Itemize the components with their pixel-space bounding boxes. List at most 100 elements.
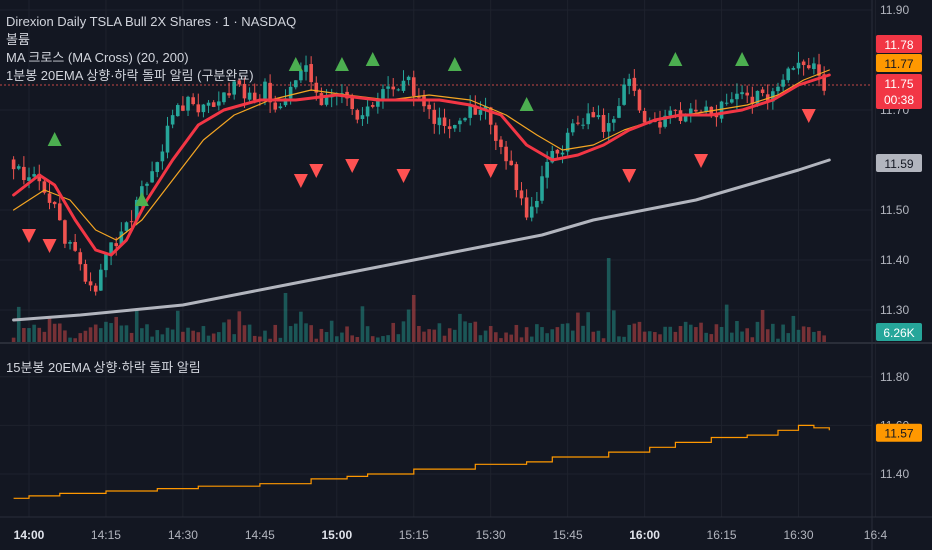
ma200-price-badge	[876, 154, 922, 172]
volume-bar	[309, 325, 313, 343]
candle-body	[760, 89, 765, 93]
candle-body	[447, 126, 452, 129]
alert-15m-legend[interactable]: 15분봉 20EMA 상향·하락 돌파 알림	[6, 360, 201, 375]
candle-body	[293, 80, 298, 88]
volume-bar	[170, 329, 175, 343]
volume-bar	[63, 330, 67, 343]
candle-body	[499, 139, 503, 148]
volume-bar	[647, 331, 652, 343]
volume-bar	[724, 304, 729, 343]
volume-bar	[396, 334, 401, 343]
volume-bar	[524, 327, 529, 343]
volume-bar	[93, 324, 98, 343]
candle-body	[637, 89, 642, 111]
candle-body	[452, 125, 457, 129]
candle-body	[27, 177, 31, 181]
candle-body	[663, 115, 667, 127]
volume-bar	[252, 335, 257, 343]
candle-body	[232, 81, 236, 95]
candle-body	[309, 64, 313, 83]
volume-bar	[540, 327, 544, 343]
last-price-badge-countdown: 00:38	[884, 93, 914, 107]
ma-cross-legend[interactable]: MA 크로스 (MA Cross) (20, 200)	[6, 50, 189, 65]
candle-body	[365, 106, 370, 117]
volume-bar	[186, 327, 190, 343]
volume-bar	[232, 334, 236, 343]
sub-pane-15m-line	[13, 424, 830, 499]
ma200-price-badge-label: 11.59	[884, 157, 913, 171]
volume-bars	[11, 258, 826, 343]
ma-200-line	[12, 158, 831, 322]
volume-bar	[263, 330, 267, 343]
volume-bar	[771, 323, 775, 343]
candle-body	[376, 98, 380, 107]
sub-legend: 15분봉 20EMA 상향·하락 돌파 알림	[6, 359, 201, 377]
candle-body	[776, 86, 780, 92]
sub-price-badge	[876, 423, 922, 442]
candle-body	[765, 94, 770, 101]
signal-up-icon	[288, 57, 303, 71]
candle-body	[175, 105, 180, 117]
candle-body	[458, 120, 462, 125]
candle-body	[488, 107, 493, 125]
candle-body	[411, 77, 416, 96]
candle-body	[822, 74, 826, 91]
last-price-badge	[876, 74, 922, 109]
candle-body	[740, 92, 744, 95]
volume-bar	[565, 323, 570, 343]
candle-body	[658, 121, 662, 128]
candle-body	[201, 104, 206, 113]
signal-down-icon	[483, 164, 498, 178]
candle-body	[181, 105, 185, 111]
candle-body	[683, 114, 688, 122]
symbol-title[interactable]: Direxion Daily TSLA Bull 2X Shares · 1 ·…	[6, 14, 297, 29]
volume-bar	[478, 335, 483, 343]
candle-body	[704, 106, 708, 112]
ema-price-badge-label: 11.78	[884, 38, 913, 52]
volume-bar	[109, 323, 113, 343]
candle-body	[386, 86, 390, 89]
candle-body	[714, 114, 719, 118]
candle-body	[719, 101, 724, 119]
candle-body	[22, 166, 26, 181]
volume-bar	[181, 331, 185, 343]
sub-price-badge-label: 11.57	[884, 427, 913, 441]
volume-bar	[632, 323, 637, 343]
signal-up-icon	[668, 52, 683, 66]
volume-bar	[560, 323, 565, 343]
signal-down-icon	[42, 239, 57, 253]
volume-bar	[355, 336, 360, 343]
candle-body	[622, 84, 626, 105]
volume-bar	[735, 321, 739, 343]
candle-body	[555, 149, 560, 154]
candle-body	[319, 93, 324, 106]
candle-body	[391, 86, 396, 90]
volume-bar	[812, 331, 816, 343]
volume-bar	[499, 338, 503, 343]
volume-bar	[391, 322, 396, 343]
candle-body	[494, 125, 498, 141]
volume-bar	[688, 324, 693, 343]
signal-up-icon	[447, 57, 462, 71]
volume-legend[interactable]: 볼륨	[6, 32, 30, 47]
signal-down-icon	[801, 109, 816, 123]
candle-body	[570, 123, 575, 133]
volume-badge	[876, 323, 922, 341]
volume-bar	[617, 336, 621, 343]
volume-bar	[304, 323, 308, 343]
volume-bar	[293, 323, 298, 343]
candle-body	[745, 92, 749, 96]
volume-bar	[376, 337, 380, 343]
volume-bar	[432, 329, 437, 343]
candle-body	[724, 102, 729, 104]
time-tick-label: 14:45	[245, 528, 275, 542]
volume-bar	[288, 326, 293, 343]
volume-bar	[504, 332, 508, 343]
volume-bar	[217, 332, 221, 343]
candle-body	[109, 242, 113, 255]
signal-down-icon	[22, 229, 36, 243]
volume-bar	[155, 330, 160, 343]
candle-body	[442, 117, 447, 126]
alert-1m-legend[interactable]: 1분봉 20EMA 상향·하락 돌파 알림 (구분완료)	[6, 68, 254, 83]
